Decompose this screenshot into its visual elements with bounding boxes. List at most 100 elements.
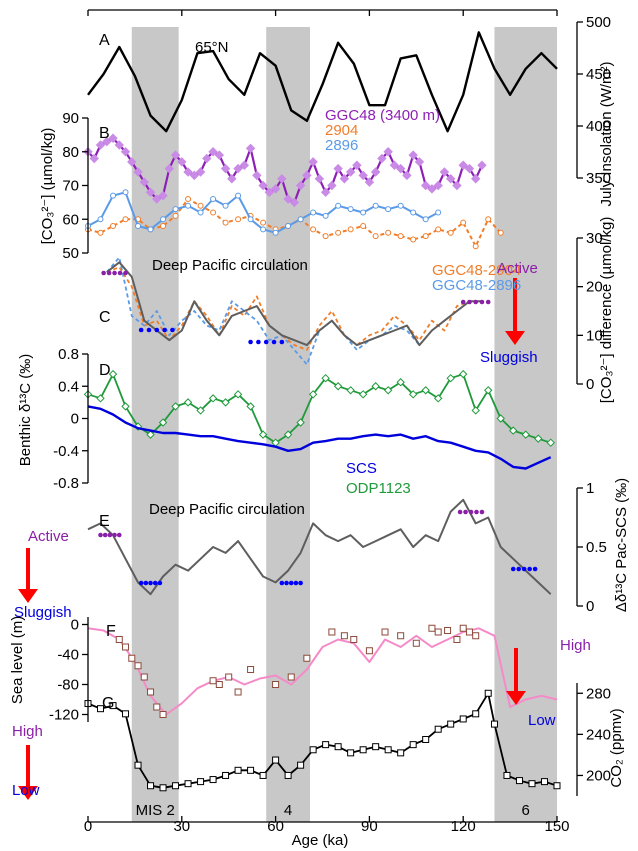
- 2896-marker-point-13: [247, 216, 254, 223]
- 2904-marker-point-22: [360, 223, 367, 229]
- co2-marker-point-20: [334, 743, 342, 751]
- co2-marker-point-13: [247, 766, 255, 774]
- 2896-marker-point-21: [347, 206, 354, 213]
- co2-marker-point-18: [309, 746, 317, 754]
- ggc48-marker-point-40: [333, 163, 343, 174]
- 2896-marker-point-3: [122, 189, 129, 196]
- panel-f-high: High: [560, 637, 591, 654]
- co2-marker-point-5: [147, 782, 155, 790]
- sea-level-data-point-14: [287, 673, 295, 681]
- axis-co3-tick-label-2: 70: [62, 178, 79, 195]
- axis-sea-level-tick-label-0: 0: [71, 617, 79, 634]
- ggc48-marker-point-28: [258, 180, 268, 191]
- ggc48-marker-point-12: [158, 190, 168, 201]
- axis-delta-d13c-tick-label-2: 0: [586, 598, 594, 615]
- axis-sea-level-tick-label-2: -80: [57, 677, 79, 694]
- legend-ggc48-2896: GGC48-2896: [432, 277, 521, 294]
- e-sluggish-dots-2-65: [288, 580, 294, 586]
- odp1123-marker-point-31: [471, 406, 480, 415]
- co2-marker-point-35: [515, 777, 523, 785]
- arrow-f-head: [506, 691, 526, 705]
- arrow-e-head: [18, 589, 38, 603]
- odp1123-marker-point-19: [321, 373, 330, 383]
- e-sluggish-dots-2-62: [279, 580, 285, 586]
- ggc48-marker-point-19: [202, 153, 212, 164]
- x-tick-label-0: 0: [84, 818, 92, 835]
- co2-marker-point-16: [284, 771, 292, 779]
- odp1123-marker-point-6: [158, 418, 168, 427]
- odp1123-marker-point-24: [383, 386, 393, 395]
- x-tick-label-2: 60: [267, 818, 284, 835]
- odp1123-marker-point-37: [546, 438, 555, 447]
- axis-co3-difference-tick-label-1: 20: [586, 279, 603, 296]
- odp1123-marker-point-25: [396, 378, 405, 387]
- co2-marker-point-29: [447, 720, 455, 728]
- legend-2896: 2896: [325, 137, 358, 154]
- ggc48-marker-point-41: [339, 174, 350, 184]
- 2896-marker-point-23: [372, 202, 379, 209]
- 2904-marker-point-20: [335, 229, 342, 236]
- sea-level-data-point-12: [247, 666, 255, 673]
- axes-layer: 500450400350908070605030201000.80.40-0.4…: [49, 9, 611, 835]
- c-sluggish-dots-2-62: [279, 339, 285, 345]
- 2896-marker-point-26: [410, 209, 417, 216]
- ggc48-marker-point-29: [264, 187, 275, 197]
- axis-label-co3-difference: [CO₃²⁻] difference (µmol/kg): [598, 217, 615, 404]
- labels-layer: A 65°N B GGC48 (3400 m) 2904 2896 C Deep…: [9, 32, 630, 849]
- axis-co3-difference-tick-label-3: 0: [586, 376, 594, 393]
- co2-marker-point-17: [297, 761, 305, 769]
- odp1123-marker-point-21: [346, 386, 355, 395]
- scs-line: [87, 405, 552, 470]
- x-tick-label-4: 120: [451, 818, 476, 835]
- co2-marker-point-6: [159, 784, 167, 792]
- ggc48-marker-point-51: [402, 170, 412, 181]
- e-sluggish-dots-20: [148, 580, 153, 586]
- axis-label-co2: CO₂ (ppmv): [608, 708, 625, 787]
- 2896-marker-point-22: [360, 209, 367, 216]
- ggc48-marker-point-5: [114, 140, 124, 150]
- axis-benthic-d13c-tick-label-0: 0.8: [58, 346, 79, 363]
- 2904-marker-point-30: [460, 219, 467, 226]
- e-sluggish-dots-2-67: [293, 580, 299, 586]
- c-active-dots-2-126: [479, 299, 485, 305]
- axis-insolation-tick-label-2: 400: [586, 118, 611, 135]
- co2-marker-point-14: [259, 771, 267, 779]
- axis-co3-difference-tick-label-2: 10: [586, 327, 603, 344]
- 2896-marker-point-5: [147, 226, 154, 233]
- ggc48-marker-point-49: [389, 160, 400, 170]
- 2904-marker-point-1: [97, 229, 104, 236]
- ggc48-marker-point-22: [220, 163, 231, 174]
- co2-marker-point-36: [528, 780, 536, 788]
- 2896-marker-point-17: [297, 216, 304, 223]
- ggc48-marker-point-60: [458, 160, 468, 170]
- co2-marker-point-11: [222, 771, 230, 779]
- c-active-dots-2-122: [467, 299, 472, 305]
- c-sluggish-dots-2-57: [263, 339, 269, 345]
- ggc48-marker-point-59: [452, 180, 462, 191]
- x-axis-label: Age (ka): [292, 832, 349, 849]
- c-active-dots-2-128: [485, 299, 491, 305]
- 2904-marker-point-14: [260, 219, 267, 226]
- axis-label-insolation: July Insolation (W/m²): [598, 61, 615, 206]
- axis-co2-tick-label-2: 200: [586, 767, 611, 784]
- odp1123-marker-point-14: [258, 430, 268, 439]
- 2904-marker-point-19: [322, 233, 329, 240]
- co2-marker-point-25: [397, 749, 405, 757]
- 2896-marker-point-9: [197, 209, 204, 216]
- e-sluggish-dots-3-140: [521, 566, 527, 572]
- 2896-marker-point-25: [397, 202, 404, 209]
- ggc48-marker-point-10: [145, 187, 156, 197]
- e-sluggish-dots-19: [143, 580, 149, 586]
- axis-label-delta-d13c: Δδ¹³C Pac-SCS (‰): [613, 478, 630, 612]
- ggc48-marker-point-42: [345, 167, 356, 177]
- axis-delta-d13c-tick-label-0: 1: [586, 480, 594, 497]
- 2896-marker-point-8: [185, 202, 192, 209]
- 2904-marker-point-25: [397, 233, 404, 240]
- odp1123-marker-point-13: [246, 402, 255, 411]
- ggc48-marker-point-53: [414, 157, 425, 167]
- ggc48-marker-point-3: [102, 136, 112, 147]
- e-active-dots-6: [102, 532, 108, 538]
- legend-odp1123: ODP1123: [346, 480, 411, 497]
- panel-c-active: Active: [497, 260, 538, 277]
